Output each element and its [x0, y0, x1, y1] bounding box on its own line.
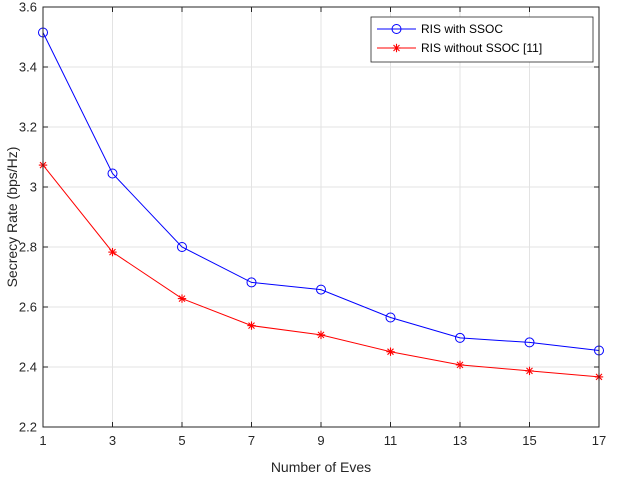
data-point: [107, 168, 118, 179]
data-point: [386, 347, 395, 356]
x-tick-label: 17: [592, 433, 606, 448]
data-point: [177, 242, 187, 252]
legend-entry: RIS without SSOC [11]: [377, 41, 542, 55]
x-tick-label: 7: [248, 433, 255, 448]
data-point: [247, 321, 256, 330]
data-point: [455, 360, 465, 370]
x-tick-label: 9: [317, 433, 324, 448]
legend-label: RIS with SSOC: [421, 22, 503, 36]
data-point: [524, 337, 535, 348]
y-axis-label: Secrecy Rate (bps/Hz): [4, 147, 20, 288]
legend: RIS with SSOC RIS without SSOC [11]: [370, 16, 594, 63]
tick-labels: 1 3 5 7 9 11 13 15 172.22.42.62.833.23.43.6: [19, 0, 606, 448]
y-tick-label: 2.6: [19, 300, 37, 315]
y-tick-label: 3.4: [19, 60, 37, 75]
legend-entry: RIS with SSOC: [377, 22, 503, 36]
x-tick-label: 3: [109, 433, 116, 448]
axis-ticks: [42, 6, 600, 428]
x-tick-label: 1: [39, 433, 46, 448]
data-point: [177, 294, 187, 303]
data-point: [525, 366, 534, 376]
x-tick-label: 15: [522, 433, 536, 448]
data-point: [246, 277, 257, 288]
data-point: [316, 330, 326, 340]
x-tick-label: 13: [453, 433, 467, 448]
legend-box: [370, 16, 594, 63]
y-tick-label: 3: [30, 180, 37, 195]
y-tick-label: 3.2: [19, 120, 37, 135]
series-1: [38, 27, 604, 356]
legend-marker: [392, 43, 401, 53]
y-tick-label: 3.6: [19, 0, 37, 15]
data-point: [316, 284, 326, 295]
y-tick-label: 2.2: [19, 420, 37, 435]
y-tick-label: 2.4: [19, 360, 37, 375]
data-point: [385, 312, 396, 323]
legend-label: RIS without SSOC [11]: [421, 41, 542, 55]
x-tick-label: 5: [178, 433, 185, 448]
series-line: [42, 32, 600, 351]
x-axis-label: Number of Eves: [271, 459, 371, 475]
y-tick-label: 2.8: [19, 240, 37, 255]
data-point: [455, 332, 465, 343]
x-tick-label: 11: [384, 433, 398, 448]
series-layer: [38, 27, 604, 382]
data-point: [108, 247, 117, 257]
legend-marker: [391, 24, 402, 34]
series-2: [38, 160, 604, 382]
grid: [43, 7, 599, 427]
